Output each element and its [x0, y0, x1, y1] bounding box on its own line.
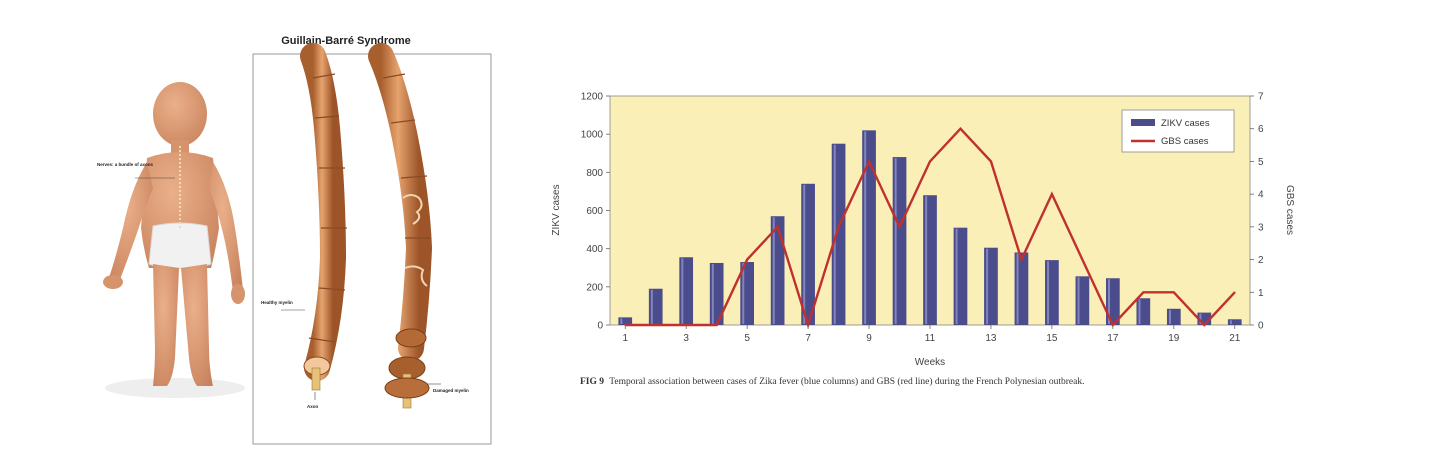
- bar-highlight-week-14: [1016, 253, 1019, 324]
- gbs-point-week-21: [1233, 291, 1236, 294]
- bar-highlight-week-19: [1168, 309, 1171, 324]
- gbs-point-week-8: [837, 226, 840, 228]
- gbs-point-week-18: [1142, 291, 1145, 294]
- nerve-panel: [252, 53, 492, 445]
- healthy-myelin-label: Healthy myelin: [261, 300, 293, 305]
- caption-prefix: FIG 9: [580, 377, 604, 387]
- bar-highlight-week-6: [772, 217, 775, 324]
- x-tick-label-13: 13: [985, 333, 997, 344]
- y2-tick-label-1: 1: [1258, 288, 1264, 299]
- bar-highlight-week-7: [803, 184, 806, 324]
- y2-tick-label-7: 7: [1258, 92, 1264, 103]
- x-tick-label-11: 11: [925, 333, 936, 344]
- legend-label-zikv: ZIKV cases: [1161, 118, 1210, 129]
- legend-label-gbs: GBS cases: [1161, 136, 1209, 147]
- gbs-point-week-16: [1081, 258, 1084, 261]
- bar-highlight-week-11: [925, 196, 928, 324]
- x-tick-label-7: 7: [805, 333, 811, 344]
- legend-swatch-zikv: [1131, 119, 1155, 126]
- legend: ZIKV cases GBS cases: [1121, 109, 1235, 153]
- y-tick-label-800: 800: [586, 168, 603, 179]
- x-tick-label-3: 3: [683, 333, 689, 344]
- y2-axis-title: GBS cases: [1284, 185, 1295, 235]
- gbs-point-week-19: [1173, 291, 1175, 294]
- axon-label: Axon: [307, 404, 319, 409]
- x-tick-label-21: 21: [1229, 333, 1241, 344]
- damaged-myelin-label: Damaged myelin: [433, 388, 469, 393]
- gbs-point-week-9: [868, 160, 870, 163]
- bar-highlight-week-10: [894, 158, 897, 324]
- bar-highlight-week-18: [1138, 299, 1141, 324]
- x-tick-label-15: 15: [1046, 333, 1058, 344]
- y-tick-label-600: 600: [586, 206, 603, 217]
- bar-highlight-week-17: [1108, 279, 1110, 324]
- gbs-point-week-10: [898, 226, 901, 228]
- gbs-point-week-13: [990, 160, 992, 163]
- y2-tick-label-4: 4: [1258, 190, 1264, 201]
- gbs-point-week-15: [1051, 193, 1053, 195]
- bar-highlight-week-2: [650, 289, 653, 324]
- child-figure: [103, 82, 245, 398]
- gbs-point-week-6: [776, 226, 779, 228]
- damaged-nerve: [368, 43, 433, 409]
- y-tick-label-1200: 1200: [581, 92, 604, 103]
- bar-highlight-week-3: [681, 258, 684, 324]
- nerves-label: Nerves: a bundle of axons: [97, 162, 154, 167]
- x-axis-title: Weeks: [915, 357, 945, 368]
- bar-highlight-week-8: [833, 144, 836, 324]
- x-tick-label-19: 19: [1168, 333, 1180, 344]
- gbs-point-week-12: [959, 127, 962, 130]
- bar-zikv-week-21: [1227, 319, 1242, 325]
- y2-tick-label-6: 6: [1258, 124, 1264, 135]
- illustration-title: Guillain-Barré Syndrome: [281, 35, 411, 47]
- x-tick-label-9: 9: [866, 333, 872, 344]
- bar-highlight-week-12: [955, 228, 958, 324]
- figure-caption: FIG 9 Temporal association between cases…: [580, 376, 1084, 387]
- bar-highlight-week-21: [1229, 320, 1232, 324]
- y-tick-label-400: 400: [586, 244, 603, 255]
- y2-tick-label-5: 5: [1258, 157, 1264, 168]
- bar-highlight-week-5: [742, 263, 745, 324]
- y-axis-title: ZIKV cases: [551, 184, 562, 235]
- y-tick-label-1000: 1000: [581, 130, 604, 141]
- y2-tick-label-0: 0: [1258, 321, 1264, 332]
- bars-layer: [618, 130, 1242, 325]
- caption-text: Temporal association between cases of Zi…: [609, 376, 1084, 387]
- y-tick-label-200: 200: [586, 282, 603, 293]
- bar-highlight-week-4: [711, 263, 714, 324]
- bar-highlight-week-15: [1047, 261, 1050, 324]
- bar-highlight-week-1: [620, 318, 623, 324]
- bar-highlight-week-9: [864, 131, 867, 324]
- gbs-point-week-4: [715, 324, 718, 326]
- bar-highlight-week-16: [1077, 277, 1080, 324]
- x-tick-label-17: 17: [1107, 333, 1119, 344]
- x-tick-label-5: 5: [744, 333, 750, 344]
- healthy-nerve: [300, 43, 347, 391]
- bar-highlight-week-20: [1199, 313, 1202, 324]
- gbs-point-week-14: [1020, 258, 1023, 261]
- gbs-illustration: Nerves: a bundle of axons Guillain-Barré…: [97, 35, 492, 445]
- gbs-point-week-5: [746, 258, 748, 261]
- gbs-point-week-20: [1203, 324, 1206, 326]
- y2-tick-label-3: 3: [1258, 222, 1264, 233]
- x-tick-label-1: 1: [622, 333, 628, 344]
- gbs-point-week-2: [654, 324, 657, 326]
- bar-zikv-week-1: [618, 317, 633, 325]
- bar-highlight-week-13: [986, 248, 989, 324]
- y-tick-label-0: 0: [597, 321, 603, 332]
- gbs-point-week-11: [929, 160, 931, 163]
- y2-tick-label-2: 2: [1258, 255, 1264, 266]
